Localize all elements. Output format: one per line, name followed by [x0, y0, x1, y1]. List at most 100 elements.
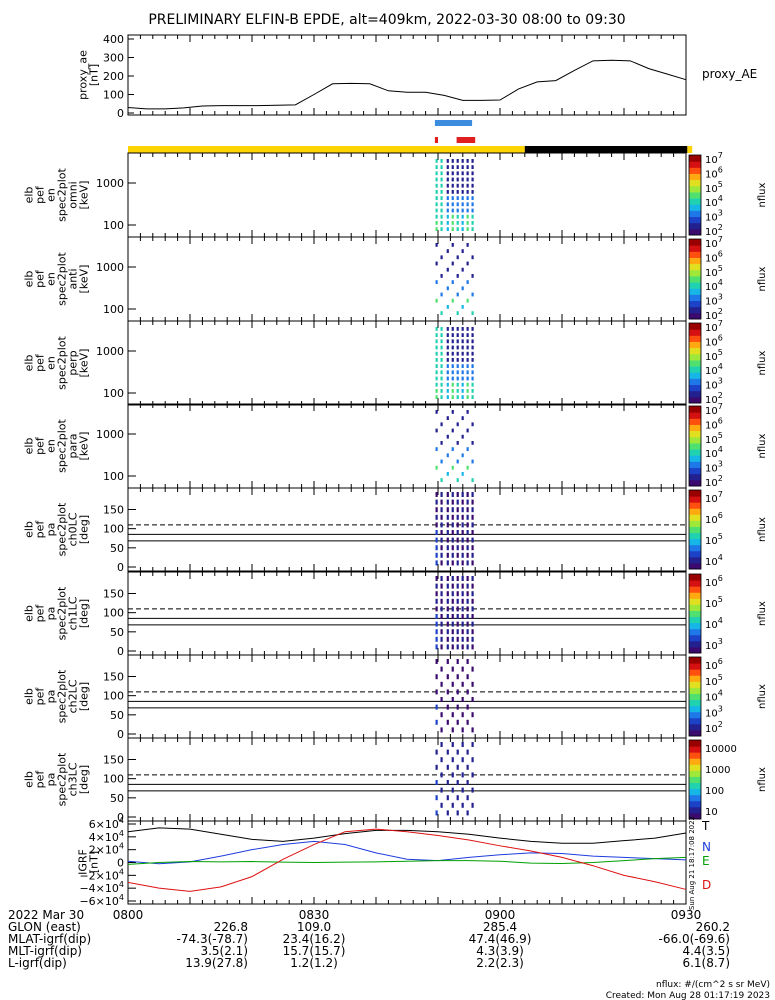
pa-ylabel-line-5: [deg] — [78, 599, 91, 628]
pa-pixel — [471, 757, 474, 763]
energy-colorbar-cell — [689, 275, 701, 283]
pa-pixel — [466, 537, 469, 543]
pa-ylabel-line-0: elb — [23, 688, 36, 705]
energy-pixel — [471, 358, 474, 362]
time-ticks — [127, 35, 687, 115]
proxy-ae-ytick-label: 100 — [103, 89, 124, 102]
pa-pixel — [466, 492, 469, 497]
pa-pixel — [471, 742, 474, 747]
energy-cbar-tick: 107 — [705, 402, 723, 417]
pa-pixel — [456, 659, 459, 664]
energy-colorbar — [688, 405, 702, 487]
orbit-row-value: 47.4(46.9) — [469, 932, 532, 946]
time-ticks — [127, 237, 687, 321]
energy-pixel — [435, 214, 438, 219]
pa-pixel — [466, 704, 469, 710]
energy-pixel — [451, 364, 454, 368]
pa-pixel — [461, 681, 464, 687]
energy-pixel — [466, 382, 469, 387]
pa-pixel — [461, 537, 464, 543]
energy-colorbar-cell — [689, 179, 701, 187]
pa-pixel — [461, 629, 464, 635]
pa-colorbar-cell — [689, 794, 701, 802]
pa-ylabel-line-4: ch0LC — [67, 512, 80, 546]
pa-pixel — [446, 636, 449, 642]
energy-pixel — [440, 221, 443, 225]
pa-pixel — [461, 560, 464, 566]
energy-colorbar-cell — [689, 282, 701, 289]
proxy-ae-ytick-label: 200 — [103, 70, 124, 83]
pa-colorbar-cell — [689, 646, 701, 654]
pa-cbar-tick: 1000 — [705, 765, 730, 776]
energy-pixel — [435, 298, 438, 303]
energy-pixel — [451, 177, 454, 182]
energy-colorbar-cell — [689, 347, 701, 355]
pa-pixel — [440, 560, 443, 566]
science-bar-red — [456, 137, 476, 143]
pa-pixel — [471, 787, 474, 793]
energy-pixel — [435, 333, 438, 337]
pa-pixel — [451, 757, 454, 763]
orbit-row-value: 4.3(3.9) — [476, 944, 524, 958]
energy-pixel — [456, 422, 459, 427]
energy-colorbar-cell — [689, 329, 701, 336]
energy-pixel — [471, 171, 474, 176]
energy-pixel — [471, 370, 474, 375]
energy-pixel — [440, 292, 443, 297]
pa-pixel — [446, 545, 449, 551]
pa-colorbar-cell — [689, 520, 701, 527]
pa-cbar-ticks: 106 105 104 103 — [705, 574, 723, 652]
orbit-row-label: GLON (east) — [8, 920, 81, 934]
energy-colorbar-cell — [689, 222, 701, 230]
energy-pixel — [461, 159, 464, 163]
pa-pixel — [446, 795, 449, 801]
energy-ytick-label: 1000 — [96, 261, 124, 274]
pa-colorbar-cell — [689, 508, 701, 515]
pa-pixel — [461, 545, 464, 551]
pa-pixel — [435, 614, 438, 619]
pa-pixel — [435, 598, 438, 604]
pa-colorbar-cell — [689, 580, 701, 587]
energy-pixel — [471, 221, 474, 225]
energy-pixel — [456, 190, 459, 194]
pa-panel-frame — [127, 487, 687, 572]
pa-pixel — [461, 492, 464, 497]
pa-pixel — [456, 795, 459, 801]
energy-pixel — [471, 478, 474, 482]
pa-pixel — [440, 545, 443, 551]
pa-colorbar-cell — [689, 604, 701, 611]
xaxis-tick-label: 0930 — [671, 908, 702, 922]
pa-pixel — [461, 697, 464, 702]
pa-pixel — [471, 636, 474, 642]
pa-colorbar-cell — [689, 640, 701, 648]
energy-pixel — [435, 280, 438, 284]
energy-pixel — [461, 416, 464, 420]
energy-pixel — [461, 183, 464, 188]
pa-pixel — [461, 576, 464, 581]
pa-pixel — [451, 772, 454, 778]
pa-colorbar-cell — [689, 782, 701, 790]
energy-pixel — [440, 190, 443, 194]
pa-pixel — [471, 522, 474, 528]
energy-pixel — [456, 165, 459, 169]
pa-ylabel-line-5: [deg] — [78, 515, 91, 544]
energy-pixel — [451, 227, 454, 231]
orbit-row-value: 2.2(2.3) — [476, 956, 524, 970]
pa-pixel — [446, 689, 449, 695]
energy-pixel — [440, 351, 443, 356]
energy-pixel — [446, 221, 449, 225]
pa-pixel — [456, 576, 459, 581]
energy-colorbar-cell — [689, 461, 701, 469]
energy-pixel — [471, 339, 474, 344]
pa-colorbar-frame — [688, 656, 702, 737]
energy-pixel — [446, 249, 449, 253]
energy-pixel — [440, 214, 443, 219]
pa-pixel — [456, 810, 459, 816]
energy-pixel — [435, 428, 438, 433]
energy-pixel — [451, 202, 454, 207]
pa-colorbar-cell — [689, 634, 701, 642]
energy-pixel — [461, 227, 464, 231]
pa-pixel — [466, 507, 469, 513]
